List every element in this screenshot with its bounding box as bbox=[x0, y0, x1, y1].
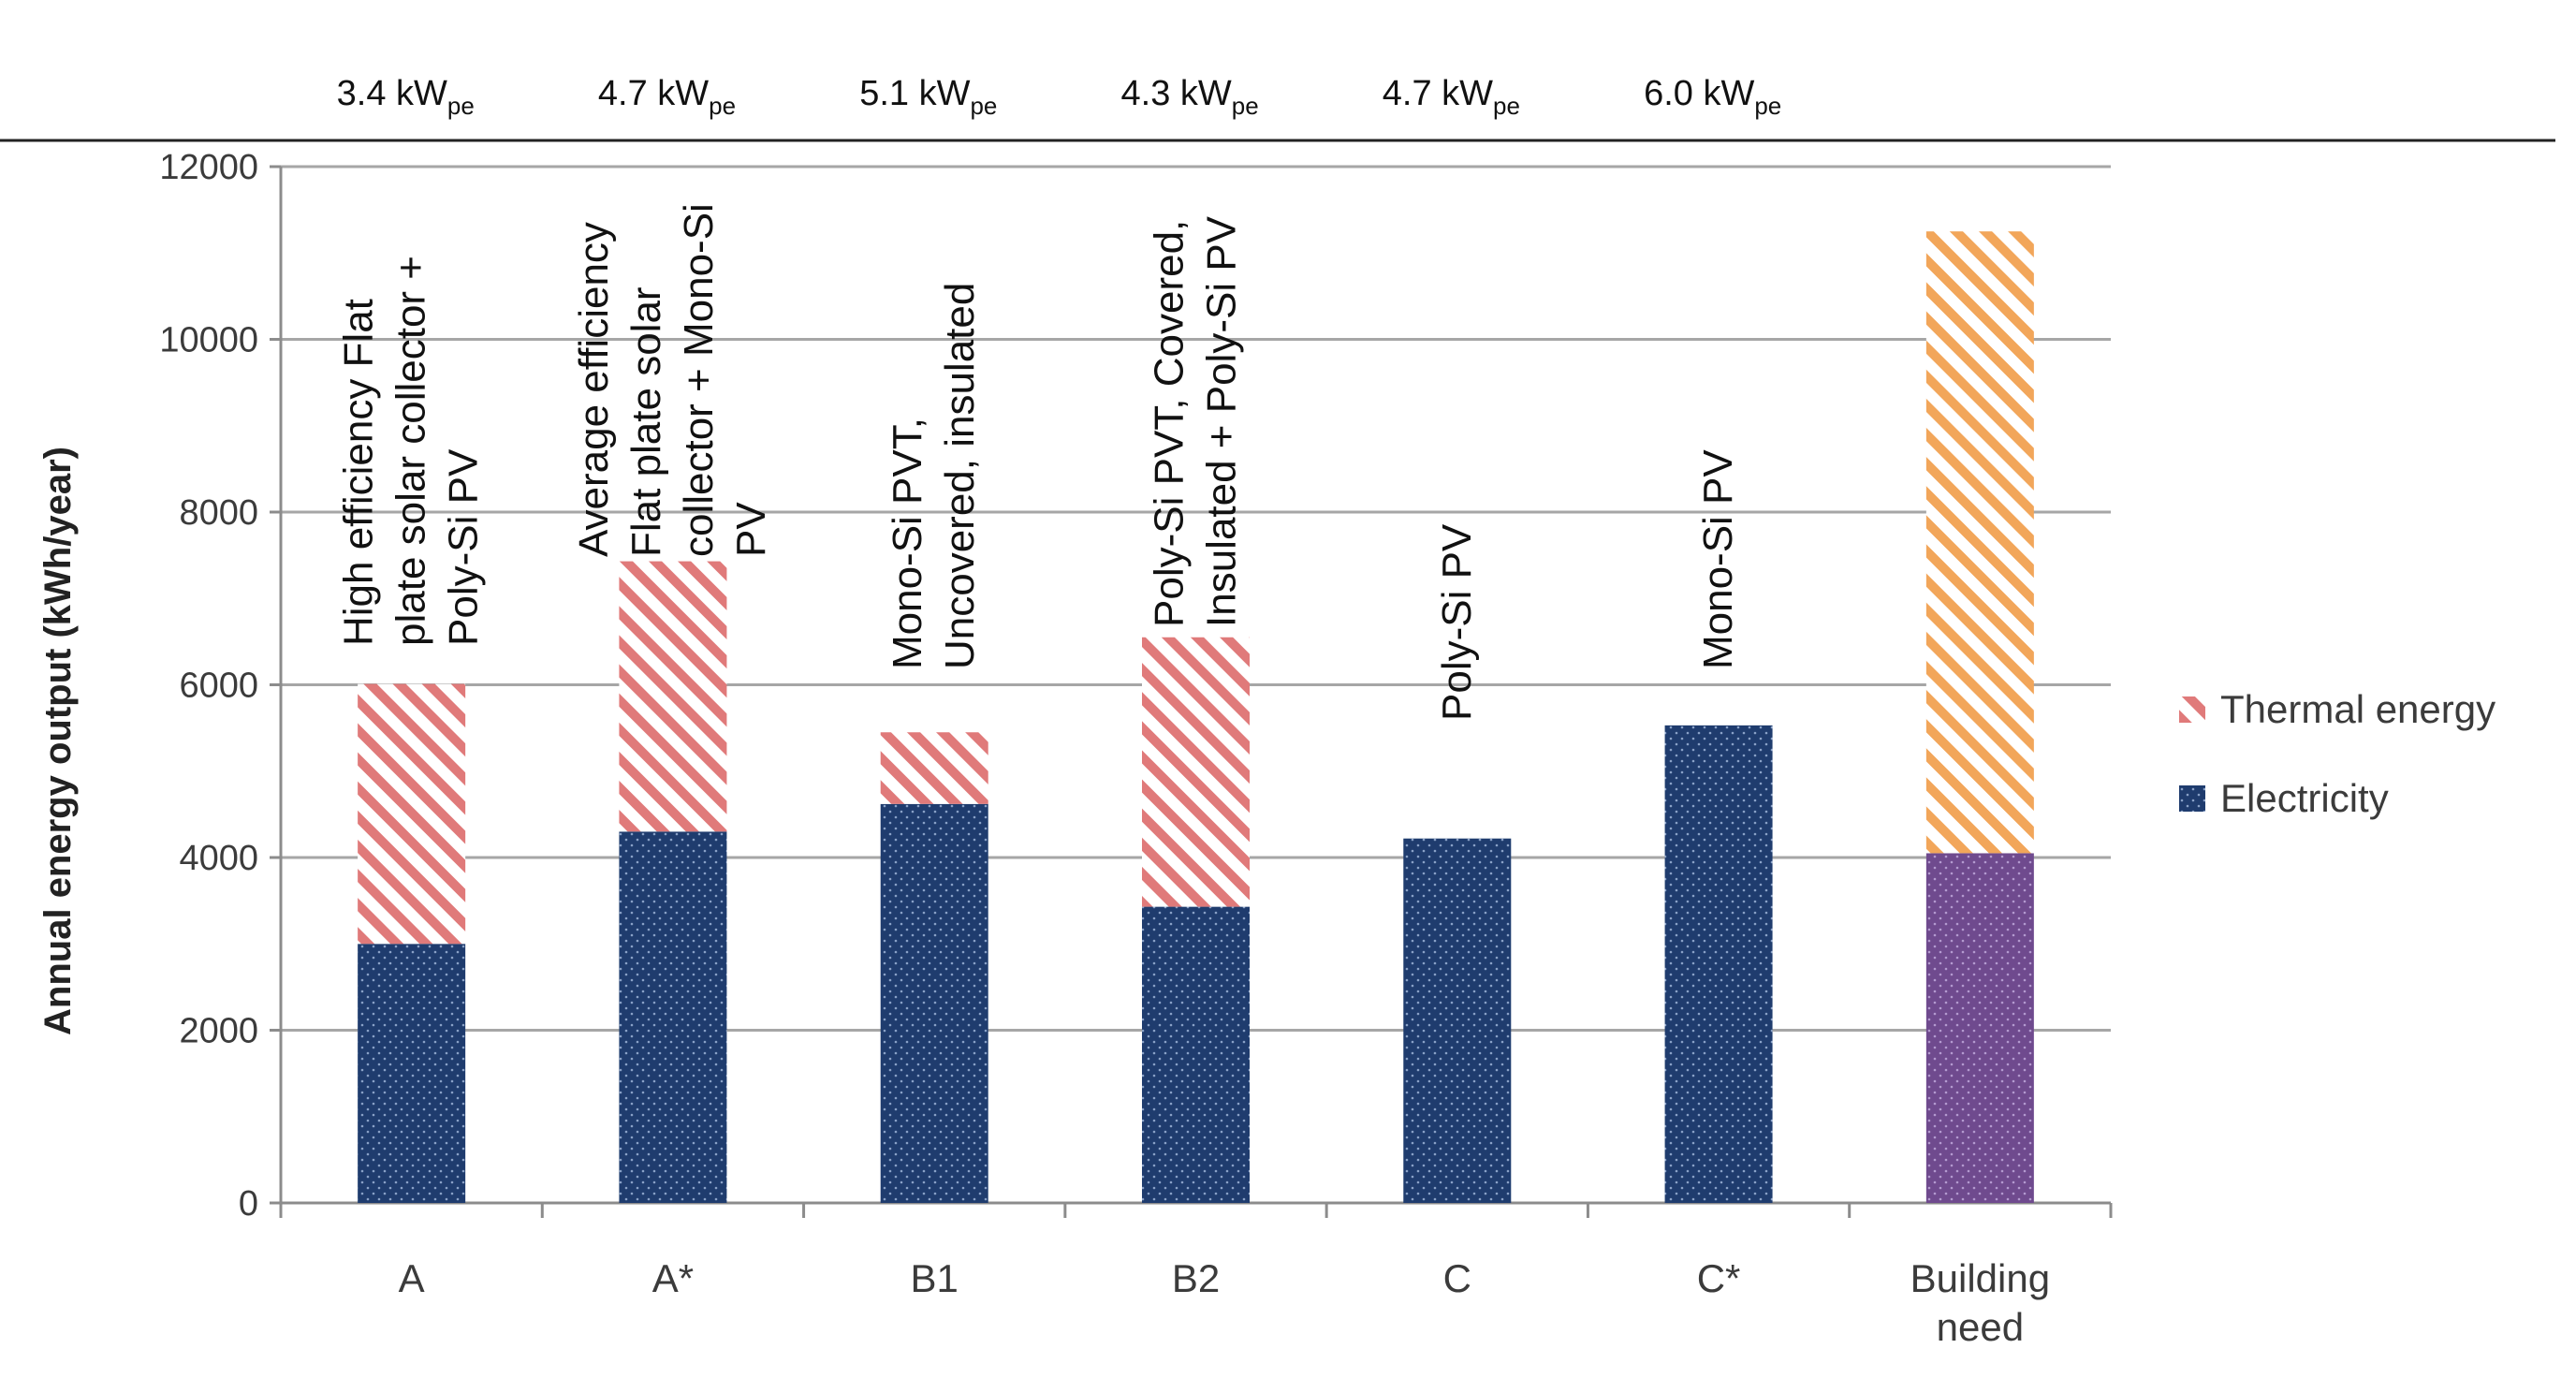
bar-annotation: Average efficiency Flat plate solar collec… bbox=[571, 203, 774, 557]
annotation-line: Poly-Si PVT, Covered, bbox=[1147, 220, 1193, 627]
annotation-line: collector + Mono-Si bbox=[676, 203, 722, 557]
bar-thermal-energy bbox=[1925, 231, 2034, 854]
annotation-line: High efficiency Flat bbox=[336, 299, 382, 646]
bar-electricity bbox=[1925, 853, 2034, 1203]
annotation-line: Poly-Si PV bbox=[1434, 523, 1480, 721]
bar-electricity bbox=[619, 831, 727, 1203]
bar-thermal-energy bbox=[880, 732, 988, 804]
peak-power-label: 3.4 kWpe bbox=[337, 74, 475, 120]
annotation-line: plate solar collector + bbox=[388, 256, 434, 646]
peak-power-label: 4.7 kWpe bbox=[1383, 74, 1520, 120]
y-axis-label: Annual energy output (kWh/year) bbox=[37, 447, 79, 1035]
annotation-line: Mono-Si PVT, bbox=[885, 418, 930, 669]
x-category-label: B2 bbox=[1172, 1256, 1220, 1300]
bar-annotation: Mono-Si PV bbox=[1695, 449, 1741, 669]
y-tick-label: 10000 bbox=[159, 321, 258, 360]
bar-annotation: Mono-Si PVT, Uncovered, insulated bbox=[885, 283, 983, 669]
bar-electricity bbox=[358, 944, 466, 1203]
x-category-label: C bbox=[1443, 1256, 1471, 1300]
y-tick-label: 0 bbox=[239, 1184, 258, 1224]
bar-thermal-energy bbox=[358, 683, 466, 945]
peak-power-label: 6.0 kWpe bbox=[1644, 74, 1781, 120]
annotation-line: Poly-Si PV bbox=[441, 448, 487, 646]
y-tick-label: 12000 bbox=[159, 148, 258, 187]
bar-thermal-energy bbox=[619, 561, 727, 832]
bar-electricity bbox=[1403, 838, 1512, 1203]
legend-label: Thermal energy bbox=[2220, 687, 2496, 731]
x-category-label: A bbox=[399, 1256, 425, 1300]
annotation-line: Mono-Si PV bbox=[1695, 449, 1741, 669]
y-tick-label: 8000 bbox=[179, 493, 258, 533]
annotation-line: PV bbox=[728, 502, 774, 557]
peak-power-label: 4.7 kWpe bbox=[598, 74, 736, 120]
legend-item: Electricity bbox=[2179, 776, 2389, 820]
legend-swatch bbox=[2179, 785, 2205, 812]
y-tick-label: 6000 bbox=[179, 667, 258, 706]
annotation-line: Flat plate solar bbox=[623, 286, 669, 557]
x-category-label: B1 bbox=[911, 1256, 959, 1300]
bar-annotation: Poly-Si PVT, Covered, Insulated + Poly-Si… bbox=[1147, 215, 1245, 627]
peak-power-label: 5.1 kWpe bbox=[859, 74, 997, 120]
peak-power-label: 4.3 kWpe bbox=[1121, 74, 1259, 120]
bar-electricity bbox=[1142, 906, 1250, 1203]
y-tick-label: 2000 bbox=[179, 1012, 258, 1051]
annotation-line: Insulated + Poly-Si PV bbox=[1199, 215, 1245, 627]
legend-swatch bbox=[2179, 696, 2205, 723]
legend-item: Thermal energy bbox=[2179, 687, 2496, 731]
bar-electricity bbox=[1664, 725, 1773, 1203]
y-tick-label: 4000 bbox=[179, 839, 258, 878]
x-category-label: C* bbox=[1697, 1256, 1741, 1300]
annotation-line: Average efficiency bbox=[571, 222, 617, 557]
x-category-label: A* bbox=[652, 1256, 694, 1300]
annotation-line: Uncovered, insulated bbox=[937, 283, 983, 669]
bar-annotation: Poly-Si PV bbox=[1434, 523, 1480, 721]
bar-annotation: High efficiency Flat plate solar collecto… bbox=[336, 256, 487, 646]
bar-thermal-energy bbox=[1142, 637, 1250, 907]
bar-electricity bbox=[880, 803, 988, 1203]
legend-label: Electricity bbox=[2220, 776, 2389, 820]
x-category-label: Building need bbox=[1910, 1256, 2050, 1349]
